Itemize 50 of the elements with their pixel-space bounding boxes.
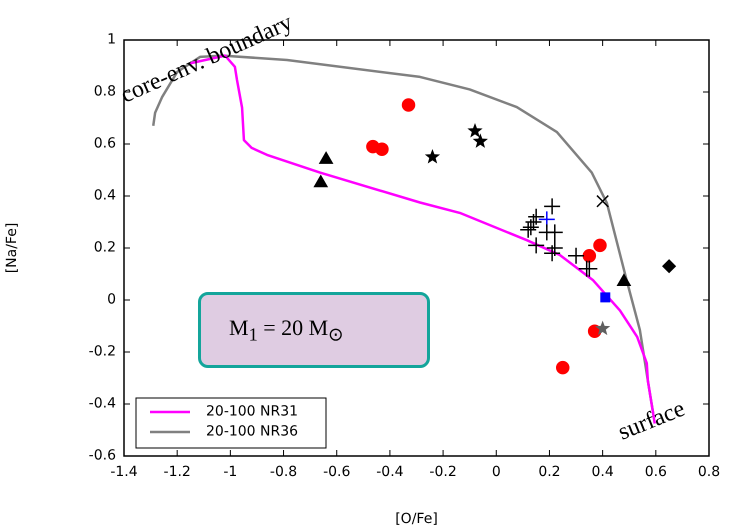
y-tick-label: 0.4 bbox=[94, 188, 116, 204]
y-tick-label: -0.6 bbox=[88, 448, 116, 464]
y-tick-label: -0.4 bbox=[88, 396, 116, 412]
y-tick-label: -0.2 bbox=[88, 344, 116, 360]
point bbox=[527, 236, 545, 254]
x-tick-label: 0.2 bbox=[538, 464, 561, 480]
point bbox=[600, 292, 610, 302]
y-axis-title: [Na/Fe] bbox=[4, 222, 20, 274]
point bbox=[543, 244, 561, 262]
point bbox=[424, 149, 440, 164]
x-tick-label: 0.8 bbox=[698, 464, 720, 480]
point bbox=[519, 221, 537, 239]
y-tick-label: 0.8 bbox=[94, 84, 116, 100]
x-tick-label: -0.8 bbox=[270, 464, 298, 480]
annotation: M$_{1}$ = 20 M$_{⊙}$ bbox=[229, 314, 344, 346]
point bbox=[467, 123, 483, 138]
x-tick-label: 0.6 bbox=[644, 464, 668, 480]
point bbox=[567, 247, 585, 265]
y-tick-label: 1 bbox=[107, 32, 116, 48]
point bbox=[582, 249, 596, 263]
point bbox=[522, 218, 540, 236]
point bbox=[524, 213, 542, 231]
point bbox=[595, 320, 610, 336]
x-tick-label: -0.2 bbox=[429, 464, 457, 480]
x-tick-label: -0.6 bbox=[323, 464, 350, 480]
y-tick-label: 0.6 bbox=[94, 136, 116, 152]
point bbox=[402, 98, 416, 112]
point bbox=[543, 198, 561, 216]
x-tick-label: 0 bbox=[492, 464, 501, 480]
point bbox=[527, 208, 545, 226]
y-tick-label: 0.2 bbox=[94, 240, 116, 256]
legend-label: 20-100 NR36 bbox=[206, 424, 298, 440]
x-tick-label: -1 bbox=[223, 464, 238, 480]
text-box: M$_{1}$ = 20 M$_{⊙}$ bbox=[198, 292, 430, 368]
x-tick-label: 0.4 bbox=[592, 464, 614, 480]
point bbox=[546, 239, 564, 257]
point bbox=[596, 194, 610, 208]
point bbox=[472, 133, 488, 148]
annotation: surface bbox=[614, 396, 689, 446]
x-tick-label: -1.2 bbox=[164, 464, 191, 480]
point bbox=[593, 238, 607, 252]
legend-label: 20-100 NR31 bbox=[206, 404, 298, 420]
point bbox=[556, 360, 570, 374]
x-tick-label: -0.4 bbox=[376, 464, 404, 480]
point bbox=[375, 142, 389, 156]
point bbox=[546, 224, 564, 242]
x-tick-label: -1.4 bbox=[110, 464, 138, 480]
point bbox=[662, 259, 676, 273]
x-axis-title: [O/Fe] bbox=[395, 511, 438, 528]
y-tick-label: 0 bbox=[107, 292, 116, 308]
